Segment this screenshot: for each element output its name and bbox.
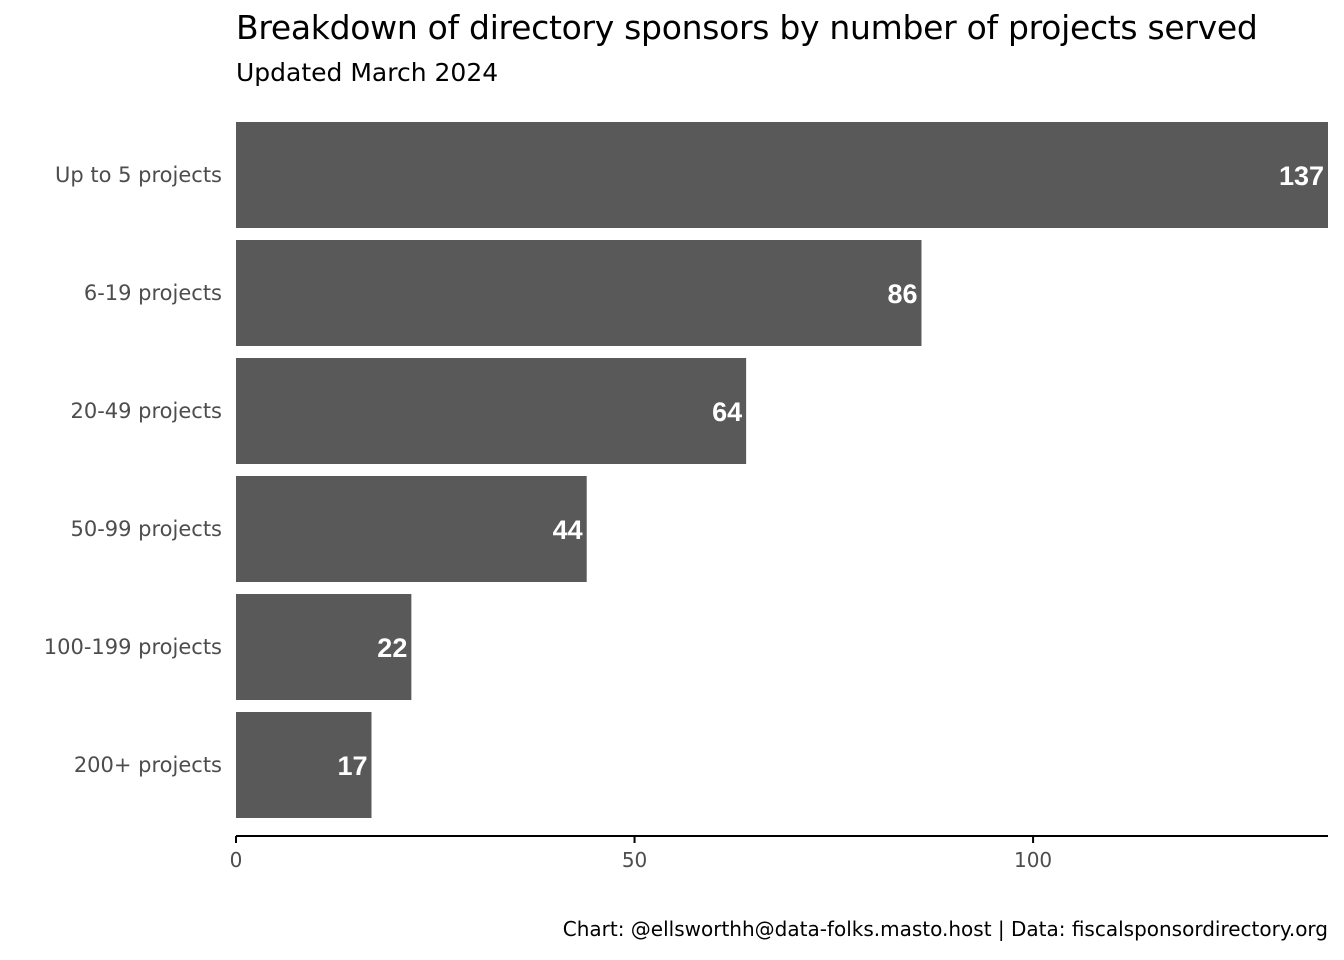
chart-caption: Chart: @ellsworthh@data-folks.masto.host… bbox=[562, 917, 1328, 941]
bars-layer: Up to 5 projects 137 6-19 projects 86 20-49 … bbox=[44, 122, 1328, 818]
bar-3 bbox=[236, 476, 587, 582]
category-label-3: 50-99 projects bbox=[70, 517, 222, 541]
bar-0 bbox=[236, 122, 1328, 228]
category-label-0: Up to 5 projects bbox=[55, 163, 222, 187]
bar-1 bbox=[236, 240, 922, 346]
data-label-2: 64 bbox=[712, 397, 742, 427]
bar-2 bbox=[236, 358, 747, 464]
x-axis: 0 50 100 bbox=[230, 835, 1328, 872]
bar-5 bbox=[236, 712, 372, 818]
bar-chart: Up to 5 projects 137 6-19 projects 86 20-49 … bbox=[44, 122, 1328, 872]
data-label-5: 17 bbox=[337, 751, 367, 781]
category-label-4: 100-199 projects bbox=[44, 635, 222, 659]
x-tick-label-1: 50 bbox=[622, 848, 647, 872]
category-label-5: 200+ projects bbox=[74, 753, 222, 777]
data-label-0: 137 bbox=[1279, 161, 1324, 191]
data-label-1: 86 bbox=[887, 279, 917, 309]
data-label-4: 22 bbox=[377, 633, 407, 663]
x-tick-label-0: 0 bbox=[230, 848, 243, 872]
chart-subtitle: Updated March 2024 bbox=[236, 58, 499, 87]
bar-4 bbox=[236, 594, 412, 700]
x-tick-label-2: 100 bbox=[1014, 848, 1052, 872]
chart-title: Breakdown of directory sponsors by numbe… bbox=[236, 8, 1258, 47]
category-label-1: 6-19 projects bbox=[84, 281, 222, 305]
category-label-2: 20-49 projects bbox=[70, 399, 222, 423]
data-label-3: 44 bbox=[553, 515, 583, 545]
